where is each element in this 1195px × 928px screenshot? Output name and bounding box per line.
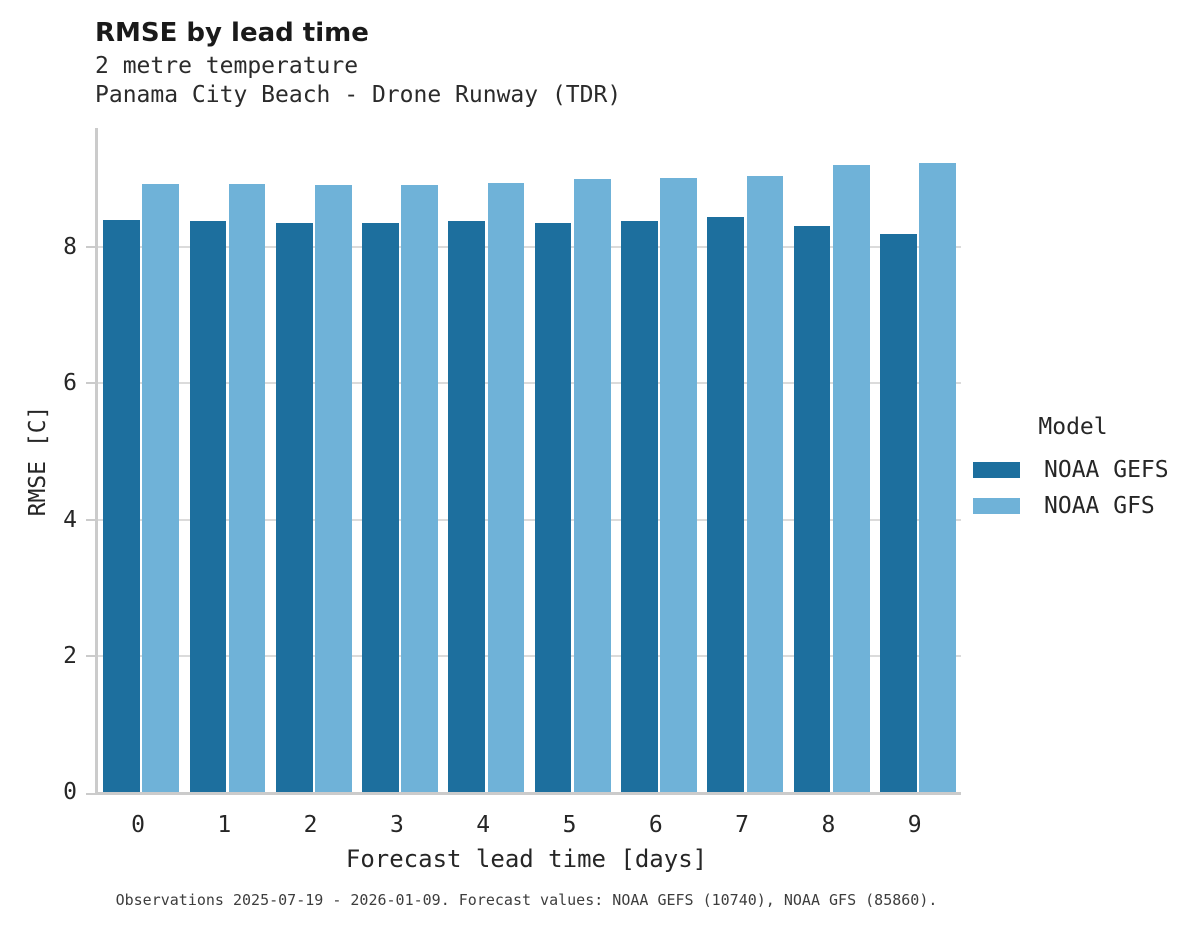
bar-noaa-gfs-day-9 [919, 162, 956, 792]
bar-noaa-gfs-day-1 [228, 183, 266, 792]
legend-swatch-noaa-gfs [973, 498, 1020, 514]
legend-label-noaa-gefs: NOAA GEFS [1044, 457, 1169, 483]
x-tick-label-0: 0 [131, 812, 145, 838]
bar-noaa-gefs-day-5 [534, 222, 572, 792]
x-axis-label: Forecast lead time [days] [345, 845, 708, 873]
chart-subtitle-line1: 2 metre temperature [95, 53, 359, 79]
y-tick-mark-2 [86, 654, 95, 657]
legend-title: Model [1038, 414, 1108, 440]
y-tick-label-6: 6 [63, 370, 77, 397]
bar-noaa-gefs-day-2 [275, 223, 313, 792]
chart-title: RMSE by lead time [95, 18, 369, 48]
x-tick-label-5: 5 [562, 812, 577, 838]
chart-subtitle-line2: Panama City Beach - Drone Runway (TDR) [95, 82, 622, 108]
x-tick-label-7: 7 [735, 812, 750, 838]
legend-label-noaa-gfs: NOAA GFS [1044, 493, 1155, 519]
y-tick-mark-4 [86, 518, 95, 521]
bar-noaa-gefs-day-0 [103, 219, 140, 792]
y-tick-mark-8 [86, 246, 95, 249]
x-tick-label-4: 4 [476, 812, 491, 838]
gridline-y-2 [98, 654, 961, 657]
bar-noaa-gfs-day-0 [142, 183, 180, 792]
bar-noaa-gefs-day-8 [793, 226, 831, 792]
bar-noaa-gefs-day-6 [620, 220, 658, 792]
plot-area [86, 128, 961, 795]
legend: Model NOAA GEFS NOAA GFS [973, 414, 1183, 524]
y-tick-label-8: 8 [63, 234, 77, 261]
gridline-y-6 [98, 382, 961, 385]
bar-noaa-gfs-day-8 [832, 164, 870, 792]
legend-entry-gfs: NOAA GFS [973, 488, 1183, 524]
bar-noaa-gfs-day-4 [487, 182, 525, 792]
bar-noaa-gefs-day-7 [707, 216, 745, 792]
y-tick-mark-6 [86, 382, 95, 385]
y-tick-label-2: 2 [63, 642, 77, 669]
legend-entry-gefs: NOAA GEFS [973, 452, 1183, 488]
bar-noaa-gefs-day-3 [362, 223, 399, 792]
x-tick-label-8: 8 [821, 812, 836, 838]
y-tick-mark-0 [86, 793, 95, 795]
x-tick-label-3: 3 [389, 812, 404, 838]
x-tick-label-6: 6 [648, 812, 663, 838]
bar-noaa-gfs-day-7 [746, 175, 784, 792]
bar-noaa-gefs-day-4 [448, 220, 486, 792]
legend-swatch-noaa-gefs [973, 462, 1020, 478]
bar-noaa-gfs-day-2 [314, 184, 352, 792]
gridline-y-4 [98, 518, 961, 521]
bar-noaa-gfs-day-5 [573, 179, 611, 792]
x-tick-label-9: 9 [907, 812, 922, 838]
gridline-y-8 [98, 246, 961, 249]
caption: Observations 2025-07-19 - 2026-01-09. Fo… [115, 891, 938, 909]
y-tick-label-0: 0 [63, 779, 77, 805]
bar-noaa-gfs-day-6 [660, 177, 697, 792]
y-tick-label-4: 4 [63, 506, 77, 533]
bar-noaa-gefs-day-1 [189, 221, 227, 792]
x-tick-label-2: 2 [303, 812, 318, 838]
bar-noaa-gefs-day-9 [879, 234, 917, 792]
bar-noaa-gfs-day-3 [401, 184, 439, 792]
x-tick-label-1: 1 [217, 812, 232, 838]
